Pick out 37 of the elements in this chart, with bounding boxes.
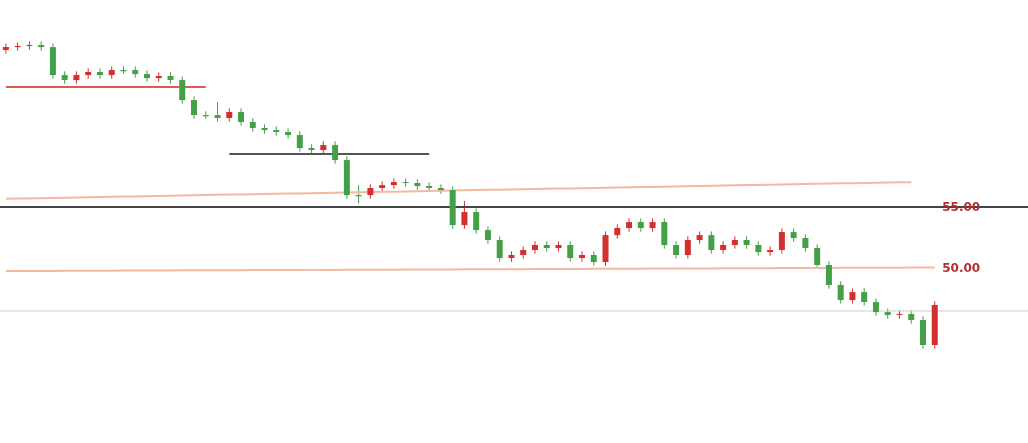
- candlestick: [579, 250, 586, 263]
- candlestick: [720, 240, 727, 255]
- candlestick: [437, 183, 444, 195]
- candlestick: [2, 42, 9, 55]
- candlestick: [567, 240, 574, 263]
- candlestick: [191, 95, 197, 120]
- candlestick: [285, 127, 292, 140]
- candlestick: [872, 297, 879, 317]
- candlestick: [96, 67, 103, 80]
- candlestick: [473, 207, 480, 235]
- candlestick: [661, 217, 668, 250]
- candlestick: [179, 75, 186, 105]
- candlestick: [238, 107, 245, 127]
- candlestick: [296, 130, 303, 153]
- candlestick: [767, 245, 774, 257]
- candlestick: [143, 69, 150, 83]
- candlestick: [402, 177, 409, 188]
- candlestick: [731, 235, 738, 250]
- y-tick-label: 50.00: [942, 261, 981, 276]
- candlestick: [778, 227, 785, 255]
- candlestick: [332, 140, 339, 165]
- candlestick: [708, 230, 715, 255]
- candlestick: [379, 180, 386, 193]
- candlestick: [673, 240, 680, 260]
- candlestick: [814, 243, 821, 270]
- line-series: [4, 181, 913, 200]
- candlestick: [837, 280, 844, 305]
- candlestick: [461, 200, 468, 230]
- candlestick: [214, 101, 221, 123]
- candlestick: [26, 40, 33, 51]
- candlestick: [684, 235, 691, 260]
- candlestick: [626, 217, 633, 233]
- candlestick: [390, 177, 397, 190]
- candlestick: [484, 225, 491, 245]
- candlestick: [531, 240, 538, 255]
- candlestick: [825, 260, 832, 290]
- candlestick: [496, 235, 503, 263]
